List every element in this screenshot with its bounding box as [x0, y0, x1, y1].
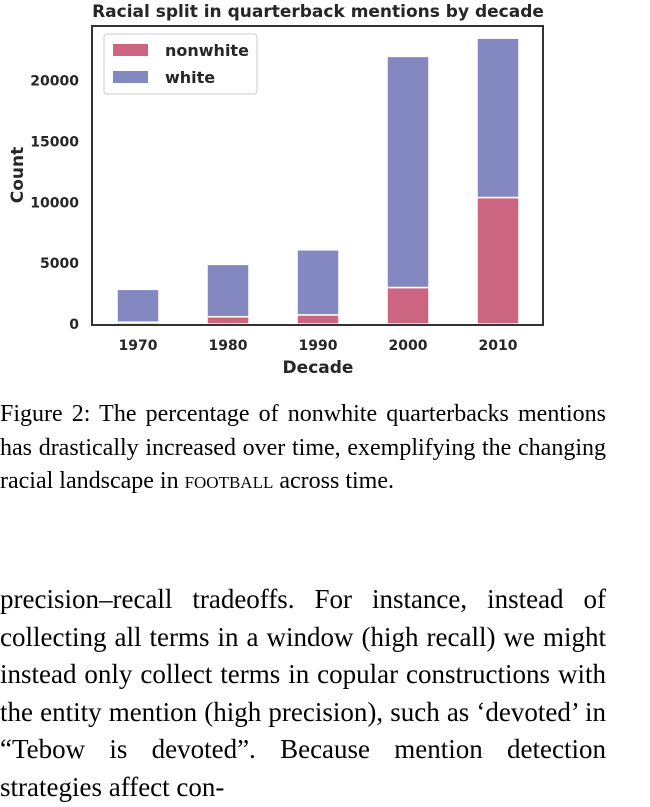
bar-white-2000	[386, 55, 430, 289]
y-tick-label: 0	[69, 317, 79, 333]
bar-white-1990	[296, 249, 340, 316]
legend-swatch-nonwhite	[113, 44, 148, 56]
x-tick-labels: 1970 1980 1990 2000 2010	[119, 338, 518, 354]
y-tick-labels: 0 5000 10000 15000 20000	[30, 74, 79, 333]
legend-label-nonwhite: nonwhite	[165, 41, 249, 60]
bars-group	[116, 37, 520, 325]
bar-nonwhite-1980	[206, 315, 250, 325]
x-tick-label: 1990	[299, 338, 338, 354]
bar-white-2010	[476, 37, 520, 199]
y-tick-label: 20000	[30, 74, 79, 90]
x-tick-label: 1970	[119, 338, 158, 354]
y-tick-label: 15000	[30, 135, 79, 151]
bar-nonwhite-2010	[476, 196, 520, 325]
x-tick-label: 2000	[389, 338, 428, 354]
x-tick-label: 1980	[209, 338, 248, 354]
legend-label-white: white	[165, 68, 215, 87]
body-paragraph: precision–recall tradeoffs. For instance…	[0, 581, 606, 807]
y-axis-label: Count	[8, 147, 28, 204]
x-tick-label: 2010	[479, 338, 518, 354]
y-tick-label: 5000	[40, 256, 79, 272]
caption-small-caps: football	[184, 468, 274, 494]
plot-frame	[91, 25, 544, 326]
caption-text-end: across time.	[279, 468, 394, 494]
bar-white-1980	[206, 263, 250, 318]
chart-title: Racial split in quarterback mentions by …	[92, 2, 544, 22]
legend: nonwhite white	[103, 33, 258, 95]
legend-swatch-white	[113, 71, 148, 83]
body-paragraph-text: precision–recall tradeoffs. For instance…	[0, 584, 606, 802]
figure-caption: Figure 2: The percentage of nonwhite qua…	[0, 398, 606, 499]
bar-white-1970	[116, 288, 160, 323]
y-tick-label: 10000	[30, 195, 79, 211]
bar-nonwhite-1990	[296, 314, 340, 325]
bar-nonwhite-2000	[386, 286, 430, 325]
caption-text: Figure 2: The percentage of nonwhite qua…	[0, 401, 606, 494]
x-axis-label: Decade	[283, 358, 354, 378]
stacked-bar-chart: Racial split in quarterback mentions by …	[8, 2, 544, 378]
